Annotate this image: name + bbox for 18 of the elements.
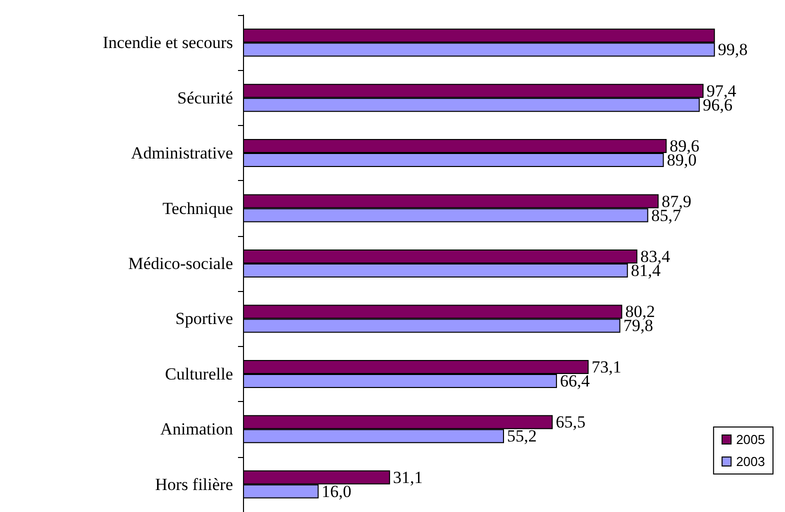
y-tick-label: Administrative	[131, 144, 233, 163]
data-label: 31,1	[393, 468, 423, 487]
data-label: 66,4	[560, 371, 590, 390]
y-tick-label: Médico-sociale	[128, 254, 233, 273]
y-tick-label: Hors filière	[155, 474, 233, 494]
y-tick-label: Sportive	[175, 309, 233, 328]
data-label: 65,5	[556, 412, 586, 432]
legend-label: 2005	[736, 432, 765, 447]
y-tick-label: Sécurité	[177, 88, 233, 108]
legend-label: 2003	[736, 454, 765, 469]
y-tick-label: Culturelle	[165, 364, 233, 384]
y-tick-label: Animation	[160, 420, 234, 439]
y-tick-label: Technique	[162, 198, 233, 218]
data-label: 99,8	[718, 40, 748, 60]
data-label: 73,1	[592, 357, 622, 376]
y-tick-label: Incendie et secours	[102, 33, 233, 52]
data-label: 16,0	[322, 482, 352, 501]
data-label: 55,2	[507, 426, 537, 446]
